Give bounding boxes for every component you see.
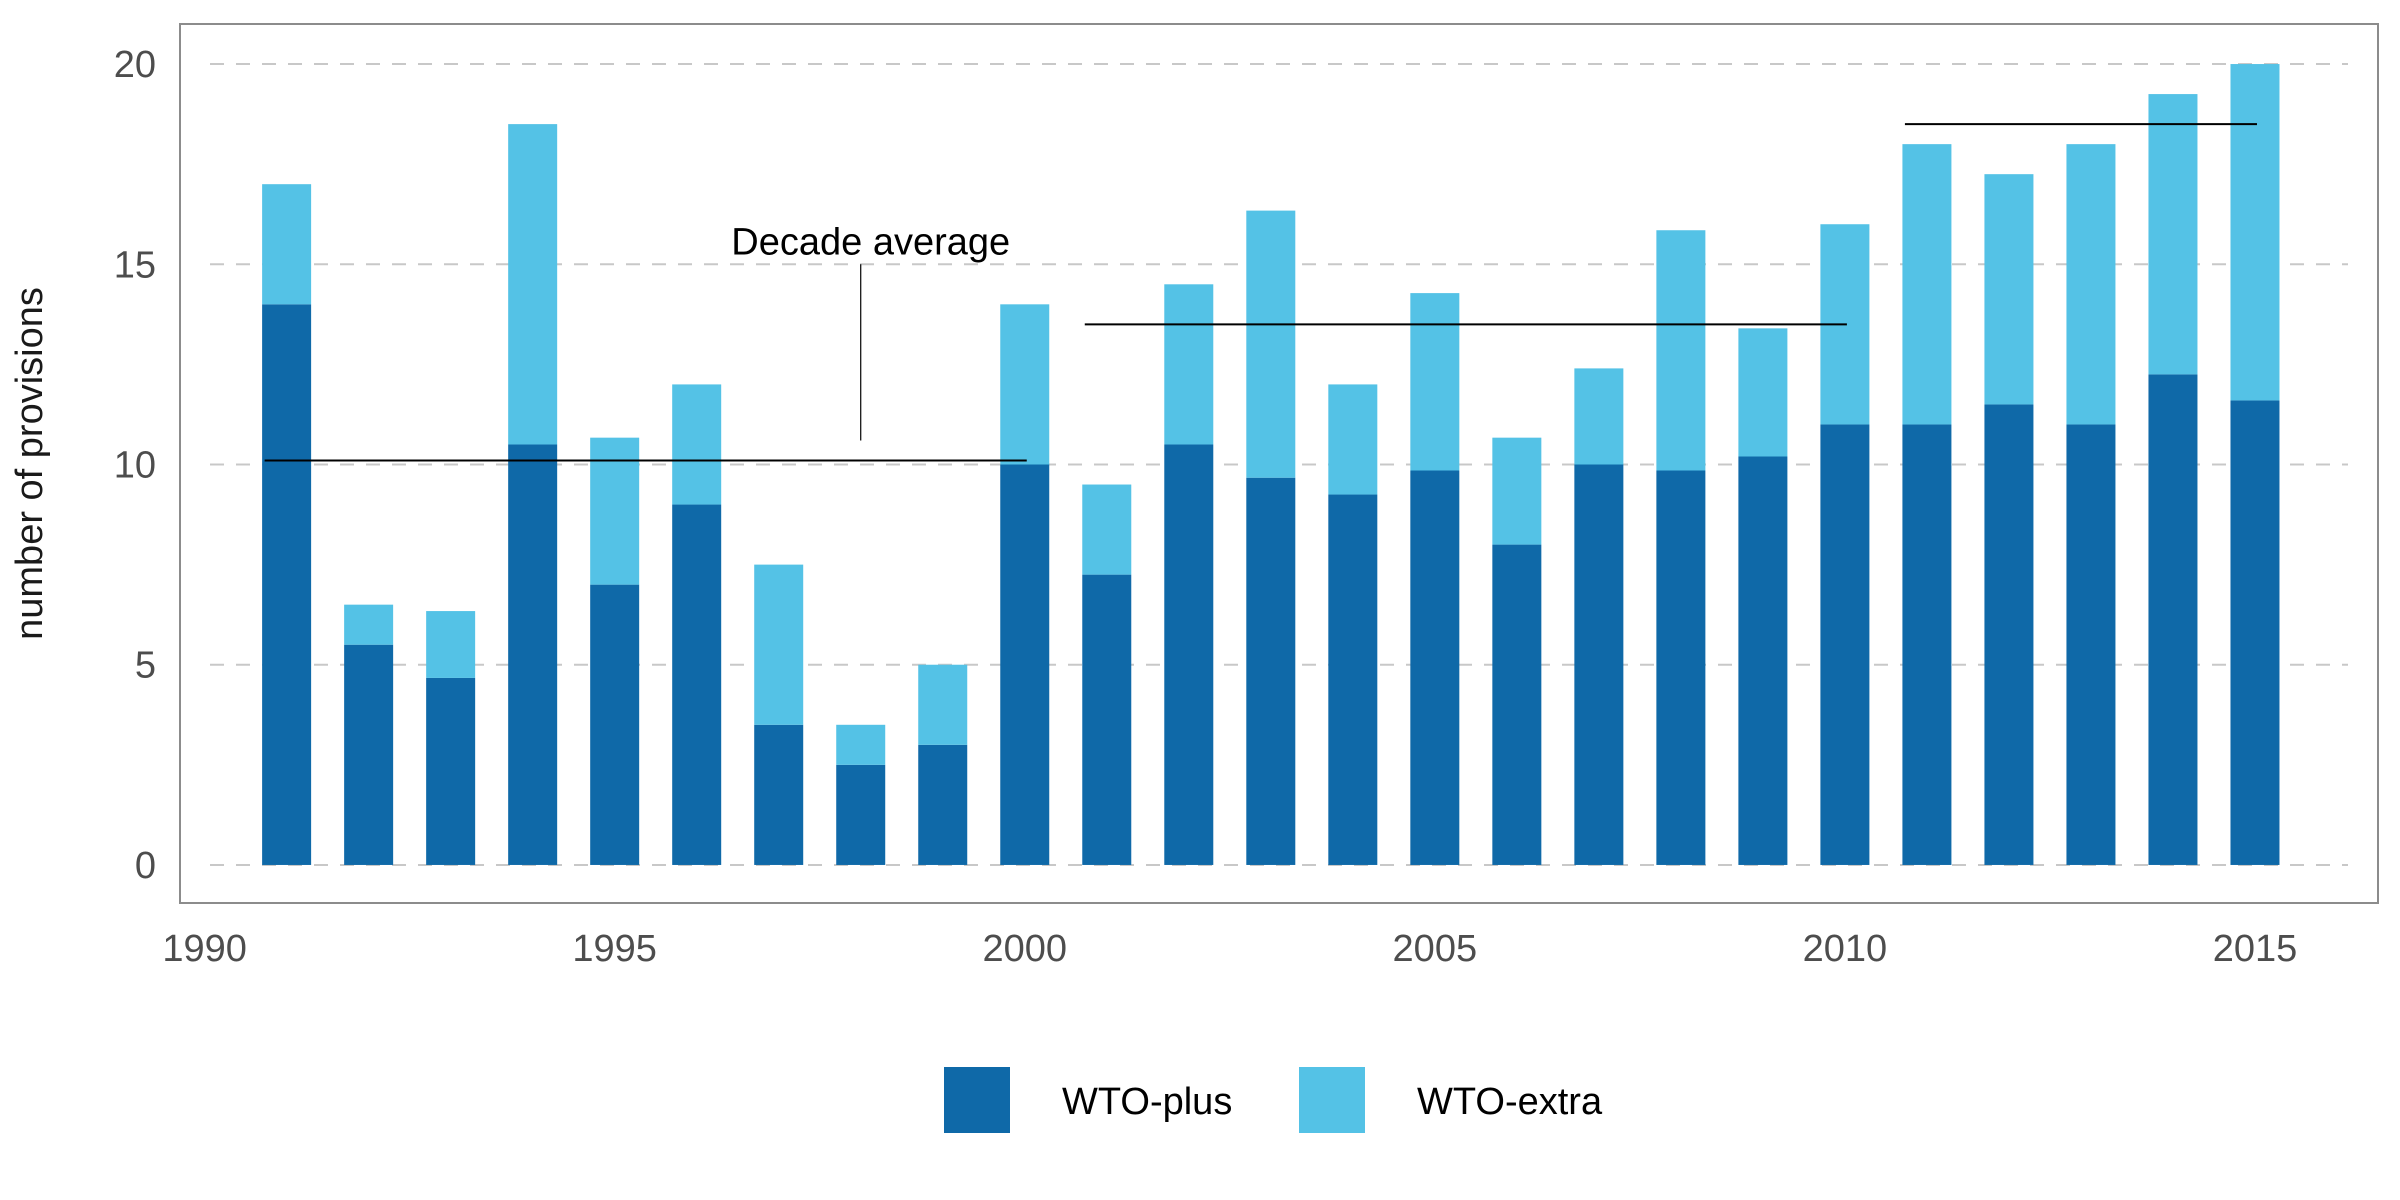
bar-wto-plus-2013 [2066,424,2116,865]
annotation: Decade average [731,221,1010,441]
bars [262,64,2280,865]
bar-wto-extra-1993 [426,611,476,678]
y-tick-label-20: 20 [114,44,156,86]
bar-wto-extra-2002 [1164,284,1214,445]
bar-wto-plus-2007 [1574,464,1624,865]
x-tick-label-2000: 2000 [982,928,1067,970]
bar-wto-plus-2012 [1984,404,2034,865]
bar-wto-plus-1991 [262,304,312,865]
legend-item-wto-extra: WTO-extra [1299,1067,1603,1133]
legend-swatch-wto-plus [944,1067,1010,1133]
bar-wto-plus-2014 [2148,374,2198,865]
bar-wto-extra-2004 [1328,384,1378,495]
bar-wto-extra-2006 [1492,437,1542,545]
bar-wto-plus-1998 [836,764,886,865]
bar-wto-extra-2003 [1246,210,1296,478]
bar-wto-plus-1994 [508,444,558,865]
bar-wto-extra-2001 [1082,484,1132,575]
bar-wto-plus-2002 [1164,444,1214,865]
legend: WTO-plus WTO-extra [944,1067,1603,1133]
axes: 0 5 10 15 20 1990 1995 2000 2005 2010 2015 [114,44,2298,970]
legend-label-wto-extra: WTO-extra [1417,1081,1603,1123]
bar-wto-plus-1995 [590,584,640,865]
bar-wto-plus-1993 [426,677,476,865]
y-tick-label-5: 5 [135,645,156,687]
y-axis-title: number of provisions [9,287,51,640]
bar-wto-plus-2006 [1492,544,1542,865]
bar-wto-plus-2008 [1656,470,1706,865]
bar-wto-plus-2009 [1738,456,1788,865]
plot-frame [179,23,2379,904]
bar-wto-extra-2007 [1574,368,1624,465]
bar-wto-extra-1995 [590,437,640,585]
bar-wto-plus-1992 [344,644,394,865]
legend-swatch-wto-extra [1299,1067,1365,1133]
bar-wto-extra-2013 [2066,144,2116,425]
bar-wto-extra-2008 [1656,230,1706,471]
bar-wto-plus-2005 [1410,470,1460,865]
bar-wto-extra-2005 [1410,293,1460,471]
bar-wto-extra-2011 [1902,144,1952,425]
bar-wto-plus-2004 [1328,494,1378,865]
bar-wto-plus-2011 [1902,424,1952,865]
bar-wto-extra-1991 [262,184,312,305]
bar-wto-plus-2010 [1820,424,1870,865]
legend-label-wto-plus: WTO-plus [1062,1081,1232,1123]
bar-wto-extra-1997 [754,564,804,725]
bar-wto-extra-1998 [836,724,886,765]
x-tick-label-2015: 2015 [2213,928,2298,970]
bar-wto-extra-1994 [508,124,558,445]
bar-wto-extra-1992 [344,604,394,645]
bar-wto-extra-2009 [1738,328,1788,457]
bar-wto-extra-1999 [918,664,968,745]
bar-wto-plus-1999 [918,744,968,865]
y-tick-label-10: 10 [114,445,156,487]
bar-wto-extra-2000 [1000,304,1050,465]
annotation-text: Decade average [731,221,1010,263]
bar-wto-plus-2001 [1082,574,1132,865]
x-tick-label-2010: 2010 [1803,928,1888,970]
bar-wto-plus-2003 [1246,477,1296,865]
legend-item-wto-plus: WTO-plus [944,1067,1232,1133]
bar-wto-extra-1996 [672,384,722,505]
bar-wto-extra-2014 [2148,94,2198,375]
y-tick-label-15: 15 [114,244,156,286]
bar-wto-plus-1997 [754,724,804,865]
bar-wto-extra-2012 [1984,174,2034,405]
bar-wto-plus-1996 [672,504,722,865]
x-tick-label-1995: 1995 [572,928,657,970]
y-tick-label-0: 0 [135,845,156,887]
decade-average-lines [264,123,2257,462]
bar-wto-extra-2015 [2230,64,2280,401]
x-tick-label-1990: 1990 [162,928,247,970]
bar-wto-plus-2015 [2230,400,2280,865]
x-tick-label-2005: 2005 [1393,928,1478,970]
bar-wto-plus-2000 [1000,464,1050,865]
